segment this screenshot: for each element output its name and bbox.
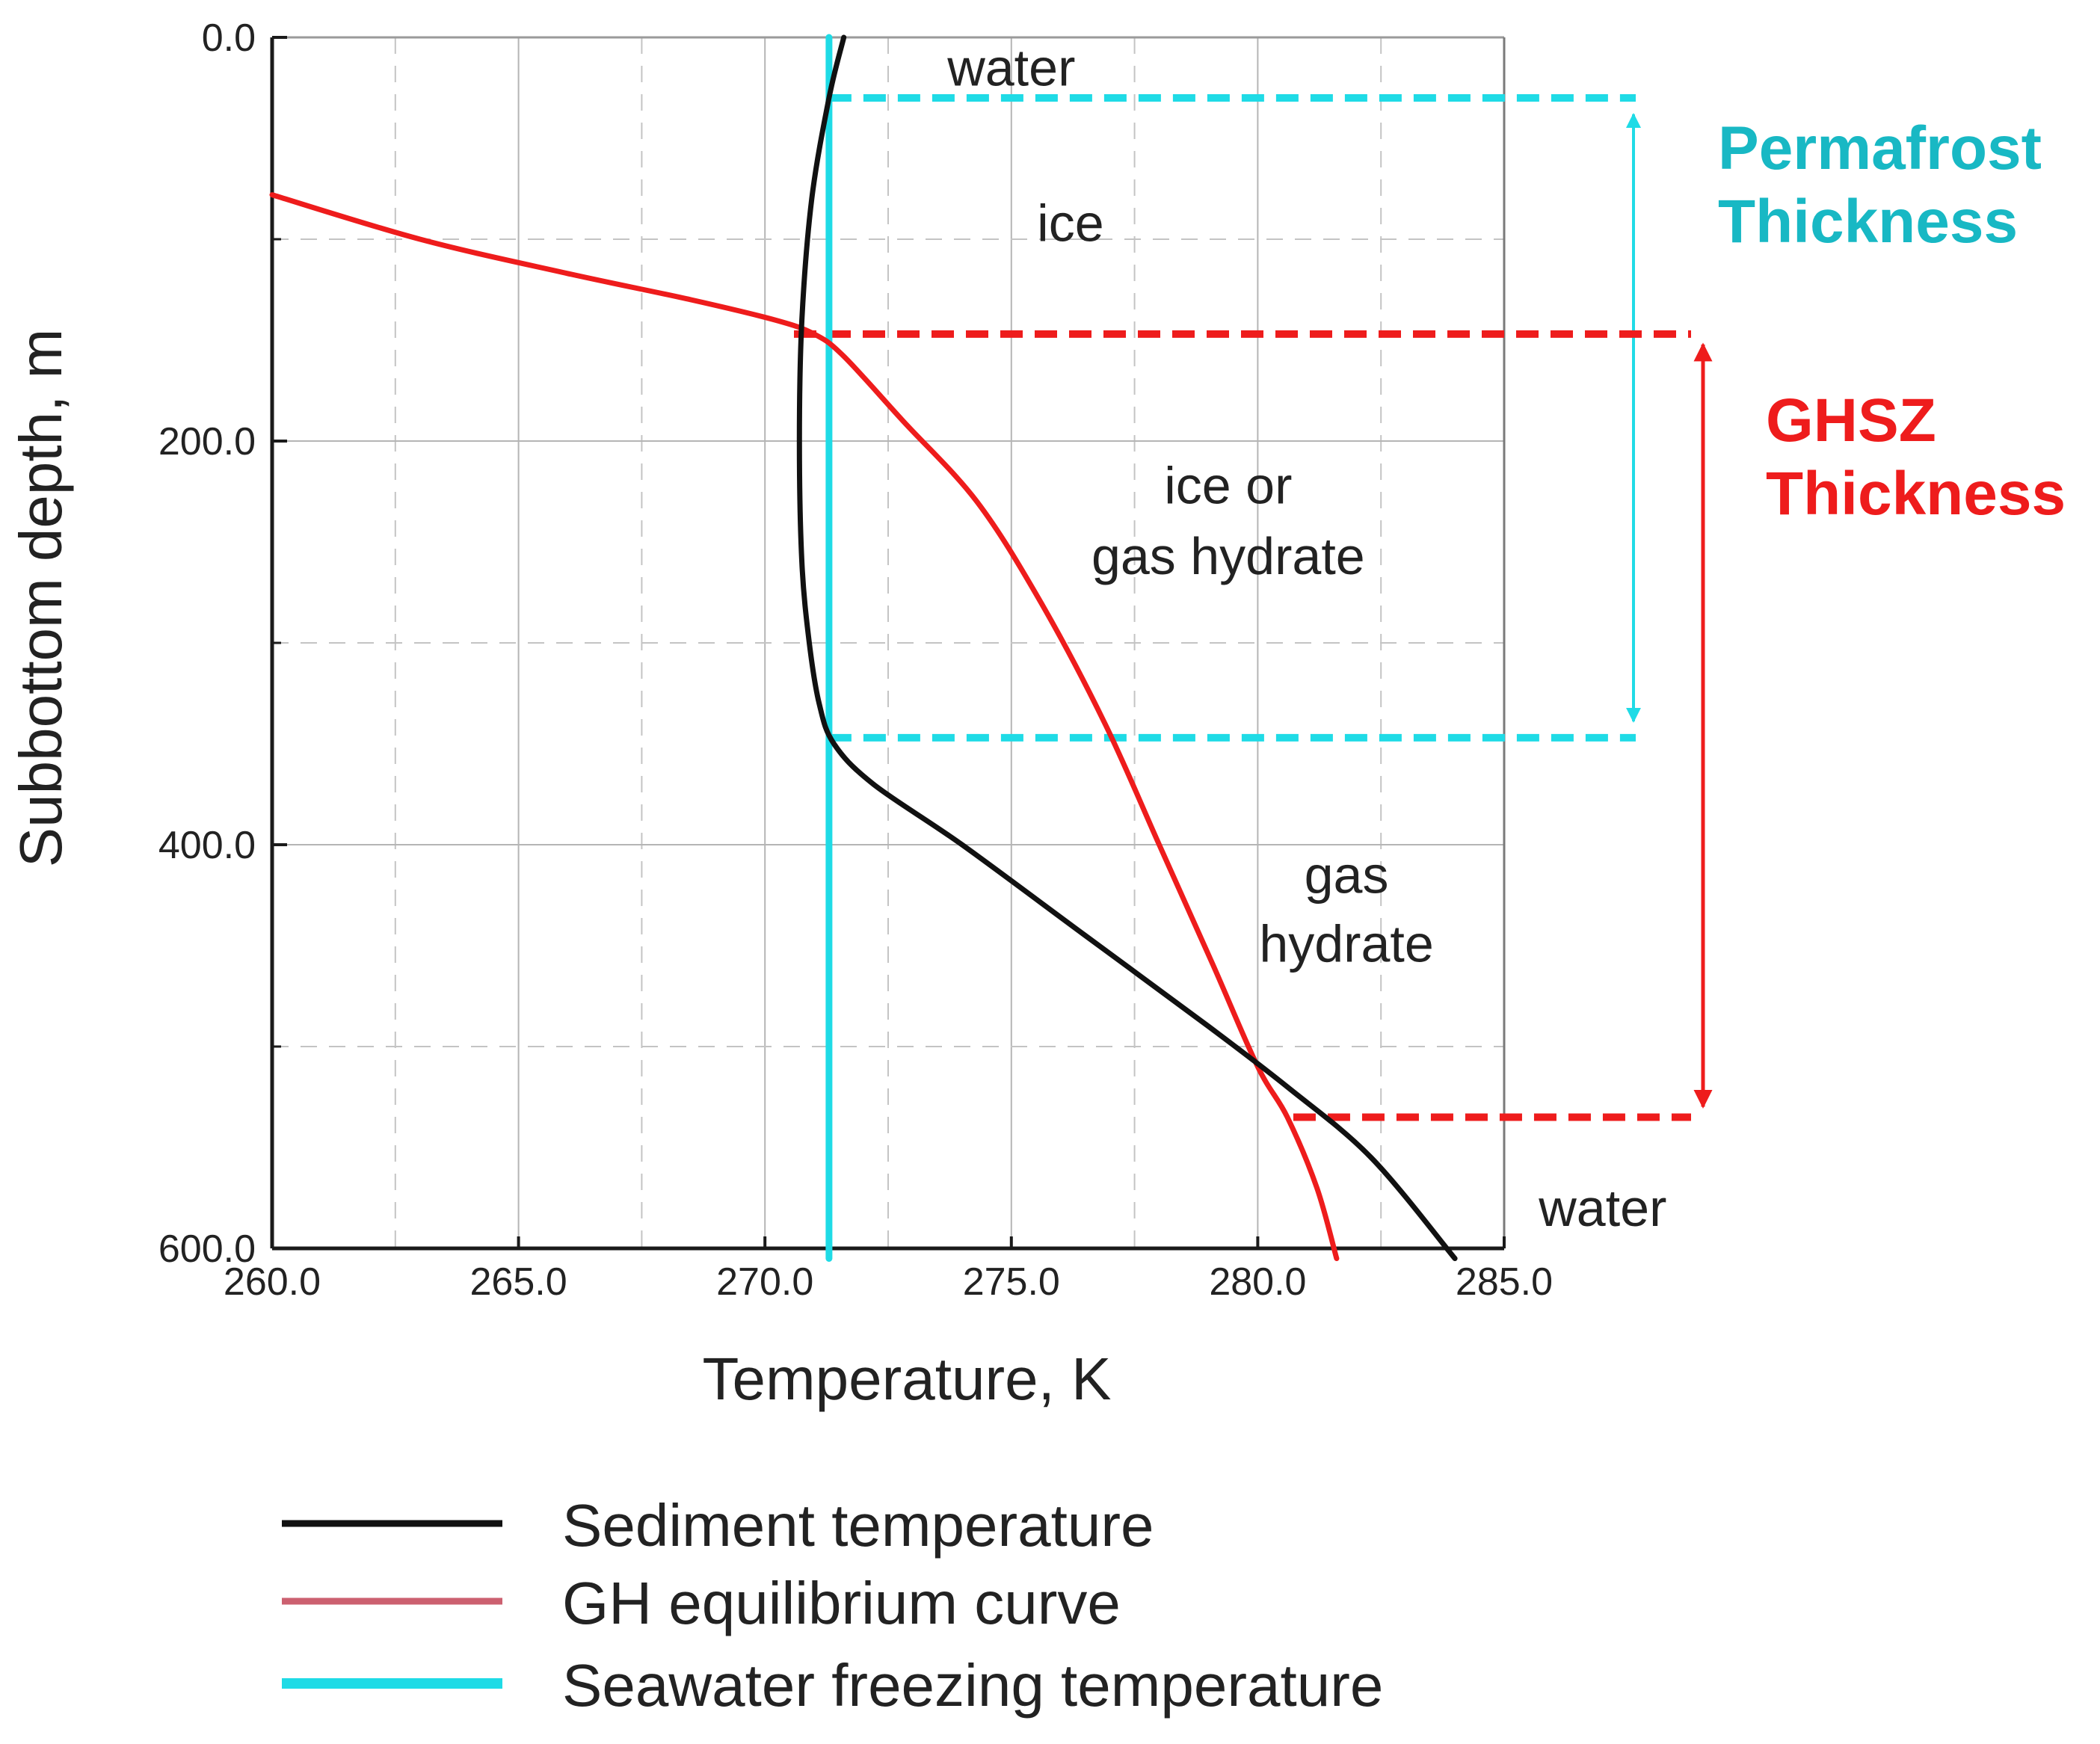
region-label: gas hydrate — [1091, 527, 1365, 585]
region-label: ice or — [1164, 456, 1292, 514]
region-label: water — [946, 39, 1075, 97]
axis-ticks: 260.0 265.0 270.0 275.0 280.0 285.0 0.0 200.0 40… — [158, 16, 1553, 1304]
x-tick-label: 260.0 — [224, 1260, 321, 1304]
region-label: ice — [1037, 194, 1103, 252]
legend-label-sediment: Sediment temperature — [562, 1492, 1154, 1559]
gh-equilibrium-line — [269, 192, 1340, 1261]
permafrost-label-line2: Thickness — [1718, 188, 2018, 256]
y-tick-label: 600.0 — [158, 1227, 256, 1271]
thickness-markers — [794, 94, 1713, 1121]
x-tick-label: 265.0 — [470, 1260, 567, 1304]
x-tick-label: 280.0 — [1209, 1260, 1306, 1304]
ghsz-label-line2: Thickness — [1766, 460, 2066, 528]
region-label: hydrate — [1259, 914, 1433, 973]
y-tick-label: 200.0 — [158, 420, 256, 463]
ghsz-label-line1: GHSZ — [1766, 386, 1936, 455]
region-labels: water ice ice or gas hydrate gas hydrate water — [946, 39, 1666, 1238]
x-axis-title: Temperature, K — [703, 1346, 1112, 1412]
sediment-temperature-line — [796, 34, 1458, 1261]
ghsz-thickness-label: GHSZ Thickness — [1766, 386, 2066, 528]
legend-label-gh-equilibrium: GH equilibrium curve — [562, 1570, 1121, 1636]
permafrost-label-line1: Permafrost — [1718, 114, 2042, 182]
data-series — [269, 34, 1458, 1262]
y-tick-label: 400.0 — [158, 824, 256, 867]
x-tick-label: 275.0 — [963, 1260, 1060, 1304]
y-tick-label: 0.0 — [202, 16, 256, 60]
x-tick-label: 285.0 — [1456, 1260, 1553, 1304]
grid — [272, 37, 1504, 1248]
x-tick-label: 270.0 — [716, 1260, 813, 1304]
region-label: gas — [1305, 846, 1389, 905]
legend-label-seawater: Seawater freezing temperature — [562, 1652, 1383, 1719]
region-label: water — [1538, 1179, 1666, 1237]
y-axis-title: Subbottom depth, m — [7, 329, 74, 867]
legend: Sediment temperature GH equilibrium curv… — [282, 1492, 1383, 1719]
permafrost-thickness-label: Permafrost Thickness — [1718, 114, 2042, 256]
